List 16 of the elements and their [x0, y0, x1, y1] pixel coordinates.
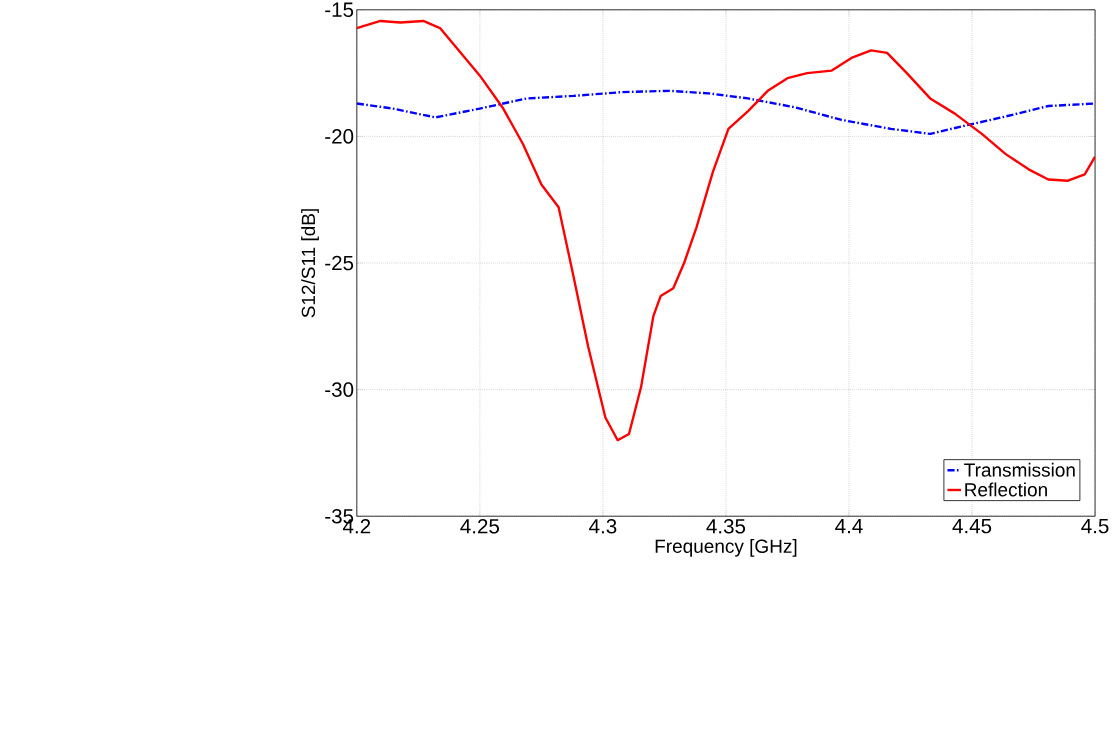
x-tick-label: 4.4 [835, 518, 863, 534]
x-tick-label: 4.45 [952, 518, 992, 534]
legend-label: Reflection [965, 482, 1047, 497]
legend-label: Transmission [964, 462, 1075, 477]
x-tick-label: 4.3 [589, 518, 617, 534]
y-tick-label: -25 [325, 255, 354, 271]
x-tick-label: 4.5 [1081, 518, 1109, 534]
x-tick-label: 4.35 [706, 518, 746, 534]
line-series [356, 89, 1096, 136]
x-tick-label: 4.25 [460, 518, 500, 534]
y-axis-title: S12/S11 [dB] [301, 209, 319, 318]
y-tick-label: -15 [325, 2, 354, 17]
x-axis-title: Frequency [GHz] [655, 538, 797, 557]
line-series [356, 19, 1096, 442]
y-tick-label: -20 [325, 129, 354, 144]
y-tick-label: -30 [325, 382, 354, 397]
